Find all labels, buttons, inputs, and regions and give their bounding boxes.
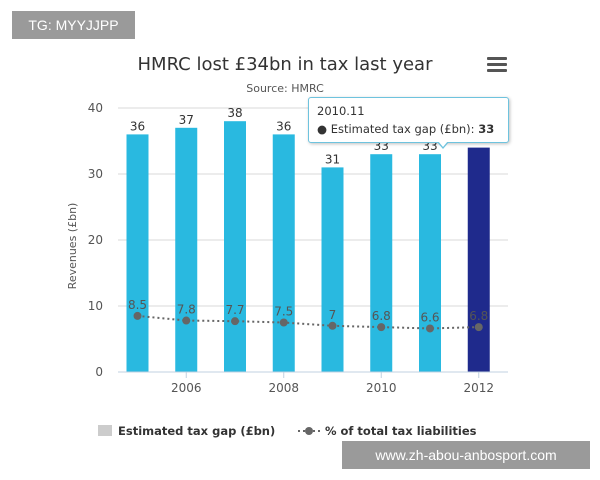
bar[interactable] xyxy=(272,134,295,372)
bar[interactable] xyxy=(467,147,490,372)
menu-bar xyxy=(487,57,507,60)
line-point[interactable] xyxy=(133,311,142,320)
bar-data-label: 31 xyxy=(325,152,340,166)
line-data-label: 6.8 xyxy=(372,309,391,323)
y-tick-label: 40 xyxy=(88,101,103,115)
line-point[interactable] xyxy=(231,317,239,326)
watermark-bottom-right: www.zh-abou-anbosport.com xyxy=(342,441,590,469)
x-tick-label: 2006 xyxy=(171,381,202,395)
line-point[interactable] xyxy=(474,323,483,332)
x-axis-ticks: 2006 2008 2010 2012 xyxy=(171,372,494,395)
y-axis-label: Revenues (£bn) xyxy=(66,203,79,290)
watermark-top-left: TG: MYYJJPP xyxy=(12,11,135,39)
y-tick-label: 10 xyxy=(88,299,103,313)
tooltip-arrow-inner xyxy=(438,141,448,147)
chart-title: HMRC lost £34bn in tax last year xyxy=(138,54,434,75)
line-data-label: 7.5 xyxy=(274,305,293,319)
menu-bar xyxy=(487,69,507,72)
tooltip-value: 33 xyxy=(478,122,495,136)
line-data-label: 7 xyxy=(329,308,337,322)
line-data-label: 8.5 xyxy=(128,298,147,312)
x-tick-label: 2012 xyxy=(463,381,494,395)
line-point[interactable] xyxy=(182,316,191,325)
bar[interactable] xyxy=(419,154,441,372)
line-data-label: 7.8 xyxy=(177,303,196,317)
line-data-labels: 8.5 7.8 7.7 7.5 7 6.8 6.6 6.8 xyxy=(128,298,488,325)
line-data-label: 7.7 xyxy=(225,303,244,317)
y-axis-ticks: 0 10 20 30 40 xyxy=(88,101,103,379)
bar[interactable] xyxy=(321,167,344,372)
tooltip-series-label: Estimated tax gap (£bn): xyxy=(330,122,479,136)
line-path xyxy=(137,314,479,330)
line-point[interactable] xyxy=(377,323,386,332)
tooltip-header: 2010.11 xyxy=(317,104,365,118)
x-tick-label: 2010 xyxy=(366,381,397,395)
bar-series xyxy=(126,121,490,372)
line-series xyxy=(133,311,483,333)
legend-item-bars[interactable]: Estimated tax gap (£bn) xyxy=(118,424,275,438)
legend: Estimated tax gap (£bn) % of total tax l… xyxy=(98,424,477,438)
legend-line-marker xyxy=(305,427,313,435)
menu-bar xyxy=(487,63,507,66)
bar-data-label: 36 xyxy=(130,119,145,133)
legend-bar-swatch[interactable] xyxy=(98,425,112,436)
bar[interactable] xyxy=(126,134,149,372)
tooltip: 2010.11 ● Estimated tax gap (£bn): 33 xyxy=(308,97,509,149)
y-tick-label: 20 xyxy=(88,233,103,247)
bar[interactable] xyxy=(370,154,393,372)
chart-subtitle: Source: HMRC xyxy=(246,82,324,95)
bar[interactable] xyxy=(224,121,246,372)
x-tick-label: 2008 xyxy=(268,381,299,395)
bar-data-label: 38 xyxy=(227,106,242,120)
hamburger-menu-icon[interactable] xyxy=(487,57,507,75)
line-point[interactable] xyxy=(279,318,288,327)
line-point[interactable] xyxy=(328,321,337,330)
tooltip-line: ● Estimated tax gap (£bn): 33 xyxy=(317,122,495,136)
y-tick-label: 30 xyxy=(88,167,103,181)
line-point[interactable] xyxy=(426,324,434,333)
line-data-label: 6.6 xyxy=(420,310,439,324)
bar-data-label: 37 xyxy=(179,113,194,127)
bar-data-label: 36 xyxy=(276,119,291,133)
legend-item-line[interactable]: % of total tax liabilities xyxy=(325,424,477,438)
y-tick-label: 0 xyxy=(95,365,103,379)
bar[interactable] xyxy=(175,127,198,372)
line-data-label: 6.8 xyxy=(469,309,488,323)
